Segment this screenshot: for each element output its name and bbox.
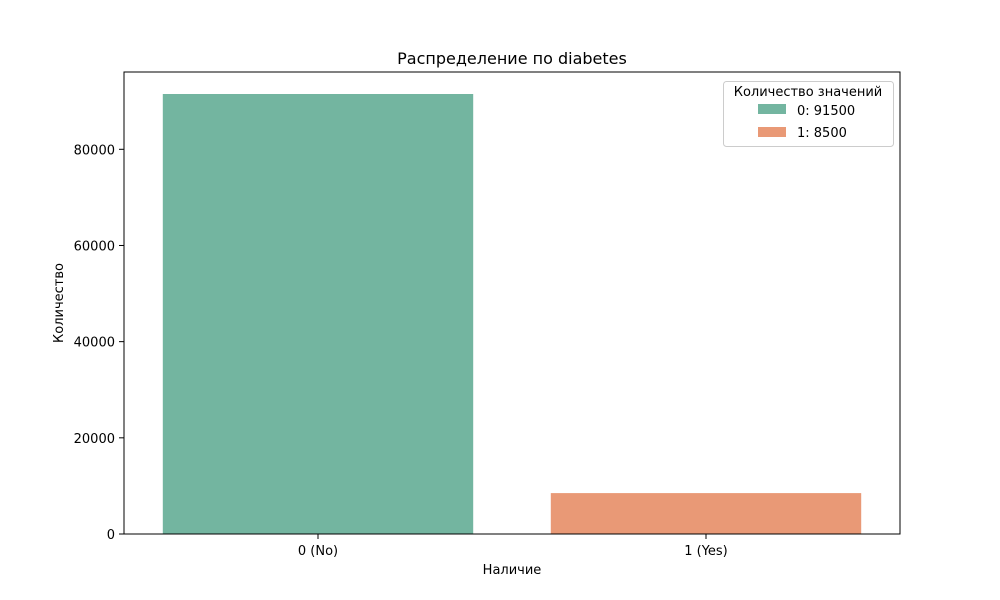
bars-group: [162, 94, 862, 534]
x-tick-label-0: 0 (No): [298, 544, 338, 559]
legend: Количество значений 0: 91500 1: 8500: [723, 81, 894, 147]
x-axis-ticks: 0 (No) 1 (Yes): [298, 534, 728, 559]
plot-frame: [123, 71, 901, 535]
x-tick-label-1: 1 (Yes): [684, 544, 728, 559]
legend-entry-0: 0: 91500: [797, 104, 855, 119]
y-tick-label-3: 60000: [74, 239, 115, 254]
legend-swatch-1: [758, 127, 786, 137]
y-axis-label: Количество: [52, 263, 67, 343]
bar-0: [162, 94, 474, 534]
legend-entry-1: 1: 8500: [797, 126, 847, 141]
y-tick-label-1: 20000: [74, 432, 115, 447]
y-tick-label-0: 0: [107, 528, 115, 543]
y-tick-label-4: 80000: [74, 143, 115, 158]
legend-title: Количество значений: [734, 85, 883, 100]
legend-swatch-0: [758, 104, 786, 114]
chart-title: Распределение по diabetes: [397, 49, 627, 68]
x-axis-label: Наличие: [483, 563, 542, 578]
y-tick-label-2: 40000: [74, 336, 115, 351]
y-axis-ticks: 0 20000 40000 60000 80000: [74, 143, 124, 543]
bar-1: [550, 493, 862, 534]
